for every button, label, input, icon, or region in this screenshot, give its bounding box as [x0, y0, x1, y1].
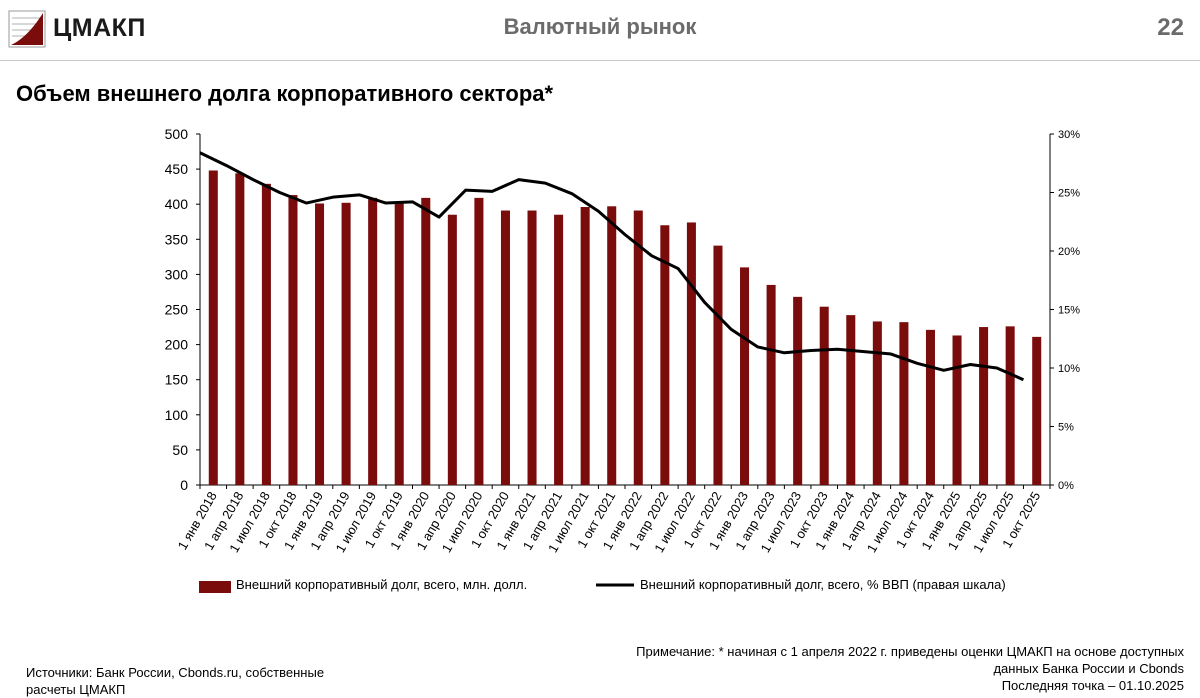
y-right-tick-label: 30%: [1058, 129, 1080, 141]
sources-line: расчеты ЦМАКП: [26, 682, 126, 697]
bar: [554, 214, 564, 485]
bar: [447, 214, 457, 485]
y-left-tick-label: 300: [165, 266, 189, 282]
y-right-tick-label: 25%: [1058, 188, 1080, 200]
bar: [793, 296, 803, 485]
legend-line-swatch: [596, 583, 634, 587]
y-left-tick-label: 500: [165, 126, 189, 142]
bar: [686, 222, 696, 485]
bar: [580, 207, 590, 485]
bar: [819, 306, 829, 485]
legend-bar-swatch: [199, 581, 231, 593]
bar: [925, 329, 935, 485]
bar: [368, 197, 378, 485]
bar: [633, 210, 643, 485]
bar: [235, 173, 245, 485]
logo-text: ЦМАКП: [53, 14, 146, 42]
bar: [660, 225, 670, 485]
bar: [421, 197, 431, 485]
bar: [474, 197, 484, 485]
y-left-tick-label: 450: [165, 161, 189, 177]
bar: [208, 170, 218, 485]
section-title: Валютный рынок: [503, 14, 697, 39]
header-divider: [0, 60, 1200, 61]
note-line: данных Банка России и Cbonds: [993, 661, 1184, 676]
bar: [315, 203, 325, 486]
page-title: Объем внешнего долга корпоративного сект…: [16, 81, 554, 106]
bar: [288, 195, 298, 485]
bar: [899, 322, 909, 485]
bar: [766, 284, 776, 485]
y-left-tick-label: 150: [165, 372, 189, 388]
note: Примечание: * начиная с 1 апреля 2022 г.…: [544, 643, 1184, 694]
debt-chart: 0 50 100 150 200 250 300 350 400 450 500 0% 5% 10% 15%…: [165, 126, 1081, 555]
y-left-tick-label: 350: [165, 231, 189, 247]
bar: [1032, 336, 1042, 485]
y-left-tick-label: 50: [172, 442, 188, 458]
y-left-tick-label: 0: [180, 477, 188, 493]
y-right-tick-label: 10%: [1058, 363, 1080, 375]
y-left-tick-label: 200: [165, 337, 189, 353]
y-right-tick-label: 15%: [1058, 305, 1080, 317]
gdp-share-line: [199, 151, 1025, 382]
bar: [740, 267, 750, 485]
bar: [952, 335, 962, 485]
legend-line-label: Внешний корпоративный долг, всего, % ВВП…: [640, 577, 1006, 592]
bar: [1005, 326, 1015, 485]
sources: Источники: Банк России, Cbonds.ru, собст…: [26, 664, 386, 698]
header: ЦМАКП Валютный рынок 22: [0, 0, 1200, 62]
bar: [500, 210, 510, 485]
bar: [846, 315, 856, 485]
bar: [607, 206, 617, 485]
legend-bar-label: Внешний корпоративный долг, всего, млн. …: [236, 577, 528, 592]
y-right-tick-label: 0%: [1058, 480, 1074, 492]
page-number: 22: [1157, 14, 1184, 41]
y-right-tick-label: 5%: [1058, 422, 1074, 434]
bar: [713, 245, 723, 485]
y-right-tick-label: 20%: [1058, 246, 1080, 258]
bar: [872, 321, 882, 485]
y-left-tick-label: 400: [165, 196, 189, 212]
cmakp-logo-icon: [8, 10, 46, 48]
bar: [394, 203, 404, 486]
bar: [527, 210, 537, 485]
note-line: Примечание: * начиная с 1 апреля 2022 г.…: [636, 644, 1184, 659]
y-left-tick-label: 250: [165, 302, 189, 318]
bar: [979, 327, 989, 485]
note-line: Последняя точка – 01.10.2025: [1001, 678, 1184, 693]
bar: [261, 183, 271, 486]
bar: [341, 202, 351, 485]
y-left-tick-label: 100: [165, 407, 189, 423]
sources-line: Источники: Банк России, Cbonds.ru, собст…: [26, 665, 325, 680]
